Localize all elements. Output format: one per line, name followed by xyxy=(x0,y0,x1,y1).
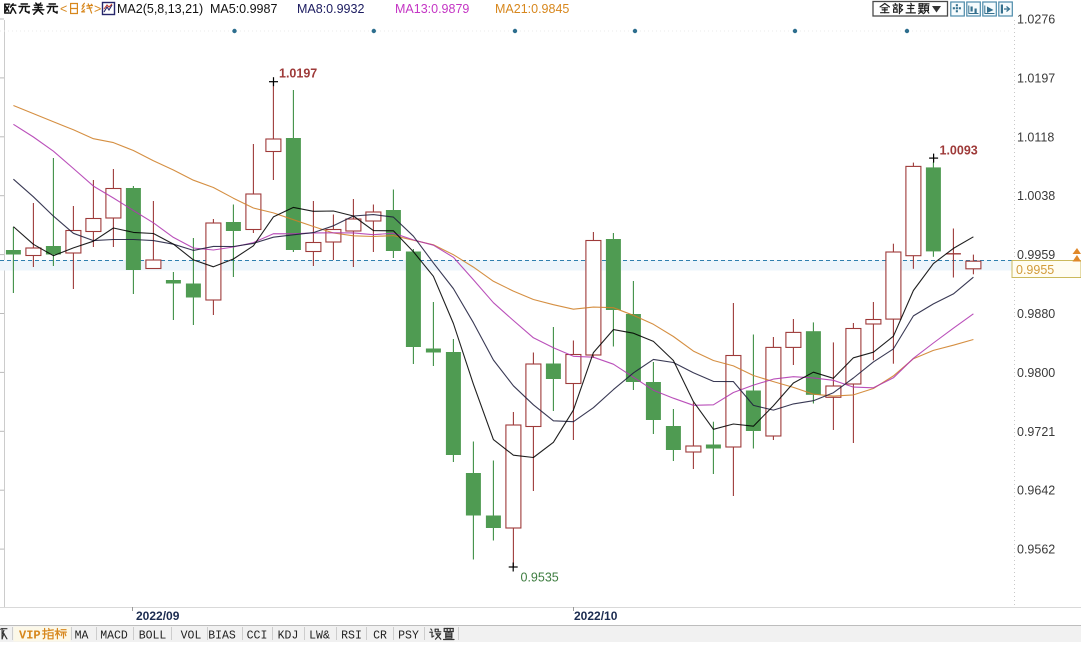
svg-text:0.9721: 0.9721 xyxy=(1017,425,1055,439)
svg-text:BOLL: BOLL xyxy=(139,630,167,643)
svg-text:CR: CR xyxy=(373,630,387,643)
svg-text:<: < xyxy=(60,2,67,16)
svg-text:2022/10: 2022/10 xyxy=(574,609,618,623)
svg-text:0.9955: 0.9955 xyxy=(1016,263,1054,277)
svg-text:LW&: LW& xyxy=(309,630,330,643)
svg-text:MA21:0.9845: MA21:0.9845 xyxy=(495,2,569,16)
svg-text:0.9800: 0.9800 xyxy=(1017,366,1055,380)
svg-text:BIAS: BIAS xyxy=(208,630,236,643)
svg-text:2022/09: 2022/09 xyxy=(136,609,180,623)
svg-text:MA13:0.9879: MA13:0.9879 xyxy=(395,2,469,16)
svg-text:MA2(5,8,13,21): MA2(5,8,13,21) xyxy=(117,2,203,16)
svg-text:KDJ: KDJ xyxy=(278,630,299,643)
svg-text:VOL: VOL xyxy=(181,630,202,643)
svg-text:1.0118: 1.0118 xyxy=(1017,130,1054,144)
svg-text:0.9959: 0.9959 xyxy=(1017,248,1055,262)
svg-text:RSI: RSI xyxy=(341,630,362,643)
svg-text:MA: MA xyxy=(75,630,89,643)
svg-text:0.9880: 0.9880 xyxy=(1017,307,1055,321)
svg-text:0.9642: 0.9642 xyxy=(1017,484,1055,498)
svg-text:1.0276: 1.0276 xyxy=(1017,13,1055,27)
svg-text:>: > xyxy=(94,2,101,16)
svg-text:0.9562: 0.9562 xyxy=(1017,543,1055,557)
svg-text:CCI: CCI xyxy=(247,630,268,643)
svg-text:1.0197: 1.0197 xyxy=(279,67,317,81)
svg-text:1.0093: 1.0093 xyxy=(940,144,978,158)
svg-text:1.0038: 1.0038 xyxy=(1017,189,1055,203)
svg-text:MA5:0.9987: MA5:0.9987 xyxy=(210,2,277,16)
svg-text:MACD: MACD xyxy=(100,630,128,643)
svg-text:MA8:0.9932: MA8:0.9932 xyxy=(297,2,364,16)
svg-text:0.9535: 0.9535 xyxy=(521,571,559,585)
svg-text:VIP: VIP xyxy=(19,629,41,643)
svg-text:1.0197: 1.0197 xyxy=(1017,71,1055,85)
svg-text:PSY: PSY xyxy=(398,630,419,643)
